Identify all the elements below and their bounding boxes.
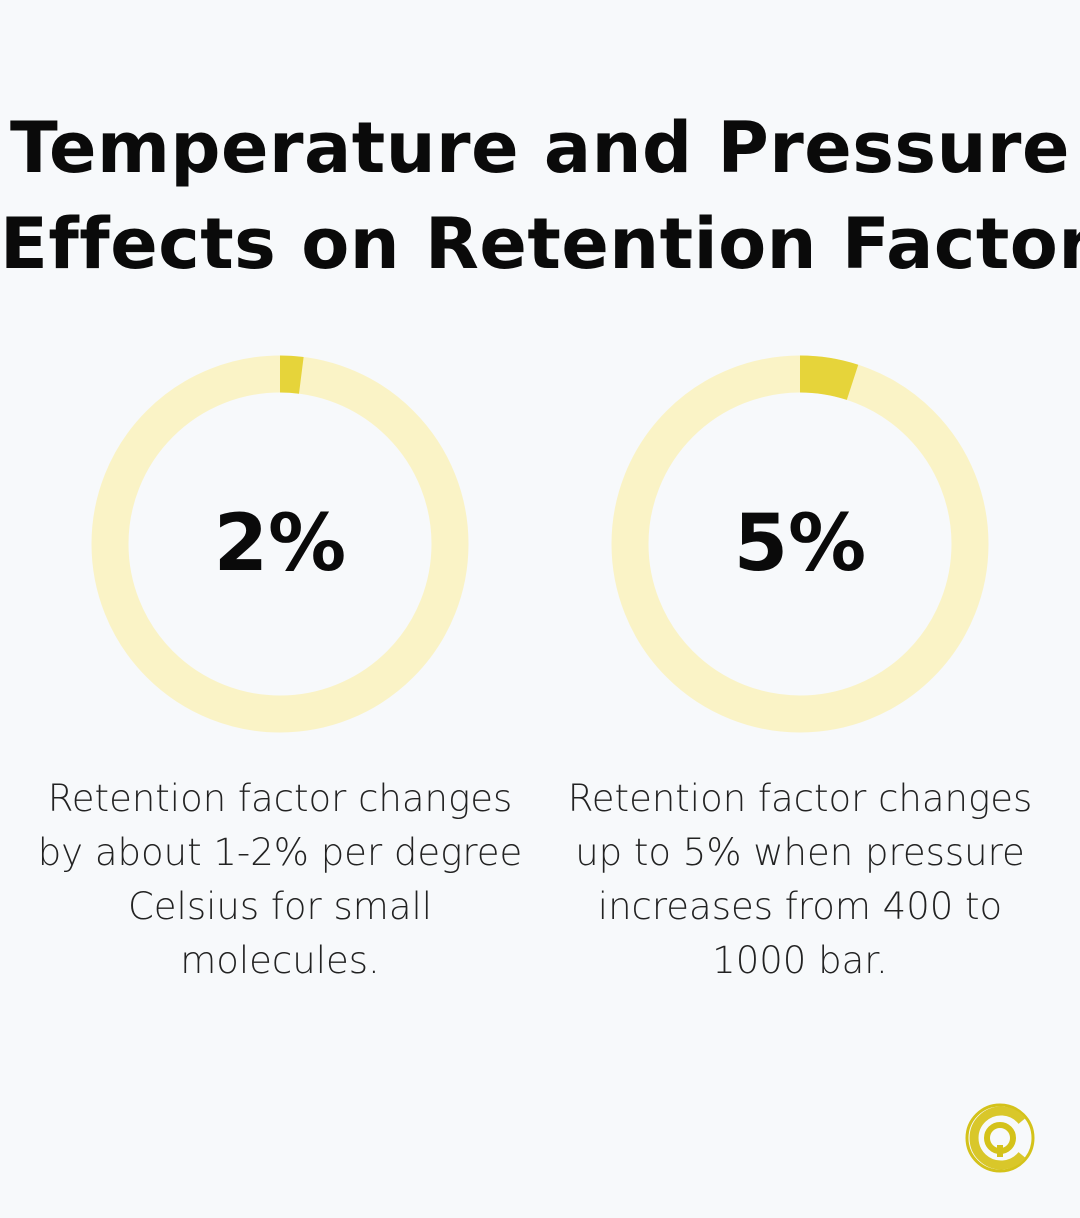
description-temperature: Retention factor changes by about 1-2% p… (37, 777, 523, 982)
donut-svg (91, 355, 469, 733)
page-title: Temperature and Pressure Effects on Rete… (0, 100, 1080, 292)
donut-value-label: 5% (733, 499, 867, 589)
cq-logo-icon (960, 1101, 1040, 1179)
donut-value-label: 2% (213, 499, 347, 589)
title-line-1: Temperature and Pressure (10, 107, 1070, 189)
donut-svg (611, 355, 989, 733)
title-line-2: Effects on Retention Factor (0, 203, 1080, 285)
donut-chart-pressure: 5% (610, 354, 990, 734)
description-pressure: Retention factor changes up to 5% when p… (567, 777, 1033, 982)
donut-value-arc (279, 355, 304, 394)
donut-chart-temperature: 2% (90, 354, 470, 734)
donut-value-arc (799, 355, 859, 401)
